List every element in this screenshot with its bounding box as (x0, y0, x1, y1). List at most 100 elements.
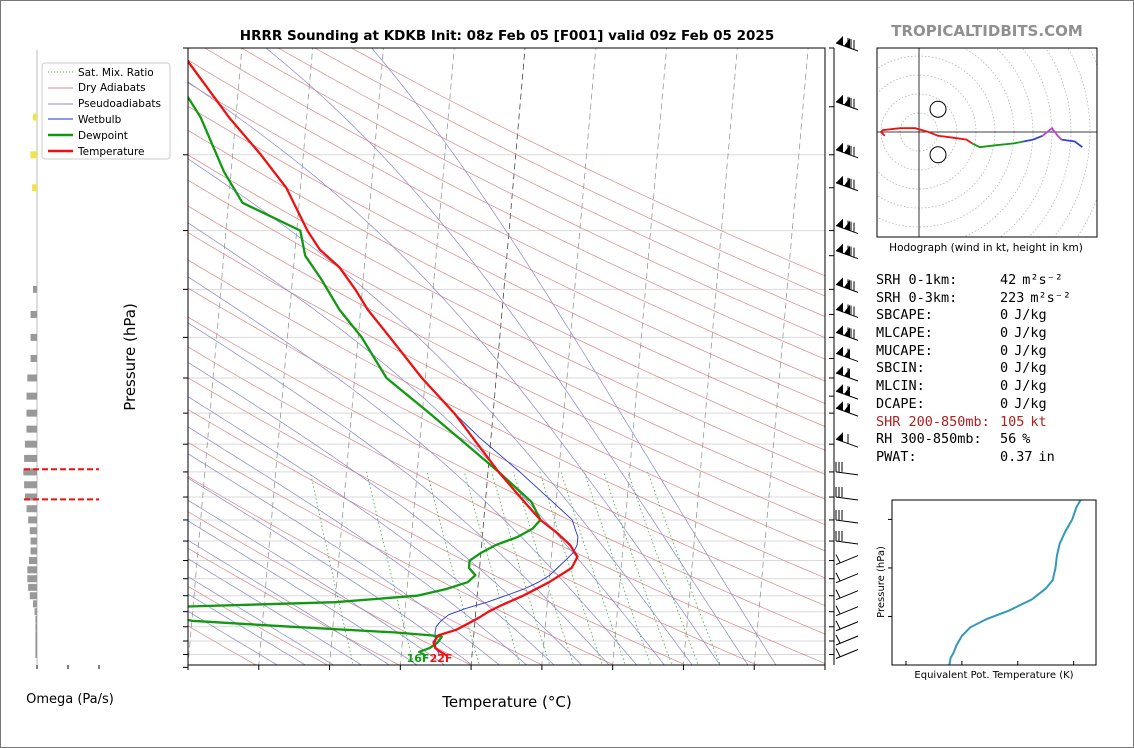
omega-bar (30, 547, 37, 555)
theta-xlabel: Equivalent Pot. Temperature (K) (914, 670, 1073, 681)
stat-unit: J/kg (1014, 342, 1047, 359)
omega-bar (35, 630, 37, 638)
pseudoadiabat (188, 322, 610, 665)
omega-bar (32, 600, 37, 608)
stat-unit: % (1022, 431, 1031, 448)
omega-bar (30, 310, 37, 318)
stat-label: RH 300-850mb: (876, 431, 982, 448)
stat-value: 0 (1000, 307, 1009, 324)
dry-adiabat (188, 154, 825, 475)
wind-barb-shaft (835, 471, 859, 476)
dry-adiabat (277, 48, 825, 317)
legend-entry-temperature: Temperature (77, 146, 145, 158)
wind-barb-flag (836, 365, 843, 376)
mixing-ratio-line (603, 471, 673, 665)
dry-adiabat (241, 48, 825, 339)
mixing-ratio-line (426, 471, 480, 665)
mixing-ratio-line (310, 471, 354, 665)
pseudoadiabat (371, 48, 777, 665)
stat-value: 56 (1000, 431, 1017, 448)
omega-bar (26, 505, 37, 513)
dry-adiabat (188, 547, 400, 665)
stat-value: 0 (1000, 360, 1009, 377)
stat-value: 0 (1000, 395, 1009, 412)
skewt-ylabel: Pressure (hPa) (121, 303, 139, 411)
stat-row: SBCIN: 0 J/kg (876, 360, 1111, 378)
omega-bar (27, 374, 37, 382)
stat-row: MLCAPE: 0 J/kg (876, 325, 1111, 343)
stat-label: PWAT: (876, 448, 917, 465)
stat-label: MLCIN: (876, 378, 925, 395)
dry-adiabat (188, 511, 472, 665)
surface-temperature-label: 22F (430, 652, 453, 665)
pseudoadiabat (188, 539, 390, 665)
omega-panel: Omega (Pa/s) (23, 50, 114, 707)
stat-label: SBCIN: (876, 360, 925, 377)
stat-label: SRH 0-1km: (876, 272, 958, 288)
omega-bar (28, 583, 37, 591)
dry-adiabat (188, 442, 615, 665)
dry-adiabat (188, 346, 825, 664)
stat-unit: J/kg (1014, 395, 1047, 412)
mixing-ratio-line (539, 471, 603, 665)
legend-entry-wetbulb: Wetbulb (78, 114, 122, 126)
mixing-ratio-line (583, 471, 652, 665)
hodograph-trace (879, 127, 973, 145)
stat-row: DCAPE: 0 J/kg (876, 396, 1111, 414)
dry-adiabat (188, 232, 825, 552)
wind-barb-shaft (835, 540, 859, 545)
theta-e-line (948, 500, 1082, 665)
omega-bar (27, 575, 37, 583)
wind-barb-feather (835, 572, 841, 581)
hodograph-trace (1041, 126, 1063, 141)
dry-adiabat (188, 105, 825, 427)
pseudoadiabat (188, 453, 500, 665)
dry-adiabat (188, 259, 825, 579)
dry-adiabat (188, 287, 825, 606)
pseudoadiabat (188, 520, 418, 665)
skewt-plot: Temperature (°C) Pressure (hPa) 16F 22F … (41, 47, 826, 711)
legend-entry-dry: Dry Adiabats (78, 82, 146, 94)
stat-value: 0 (1000, 342, 1009, 359)
legend-entry-moist: Pseudoadiabats (78, 98, 161, 110)
figure-title: HRRR Sounding at KDKB Init: 08z Feb 05 [… (240, 28, 774, 44)
pseudoadiabat (188, 426, 528, 665)
wind-barb-flag (836, 401, 843, 412)
stat-unit: J/kg (1014, 307, 1047, 324)
wind-barb-flag (836, 302, 843, 313)
legend-entry-dewpoint: Dewpoint (78, 130, 128, 142)
omega-bar (24, 481, 37, 489)
pseudoadiabat (188, 558, 363, 665)
isotherm (470, 48, 526, 665)
stat-unit: m²s⁻² (1030, 289, 1072, 306)
stat-label: DCAPE: (876, 395, 925, 412)
isotherm (399, 48, 455, 665)
stat-row: RH 300-850mb: 56% (876, 431, 1111, 449)
isotherm (824, 660, 825, 665)
omega-bar (24, 493, 37, 501)
stat-label: SHR 200-850mb: (876, 413, 990, 430)
wind-barb-shaft (835, 621, 859, 632)
stat-unit: kt (1030, 413, 1047, 430)
mixing-ratio-line (513, 471, 574, 665)
stat-row: MLCIN: 0 J/kg (876, 378, 1111, 396)
omega-bar (28, 516, 37, 524)
pseudoadiabat (188, 361, 583, 665)
legend-entry-mixratio: Sat. Mix. Ratio (78, 67, 154, 79)
wind-barb-flag (836, 432, 843, 443)
stats-panel: SRH 0-1km: 42 m²s⁻² SRH 0-3km: 223 m²s⁻² SBCAP… (876, 272, 1111, 467)
omega-bar (29, 527, 37, 535)
omega-bar (23, 468, 37, 476)
wetbulb-line (354, 289, 579, 657)
wind-barb-shaft (835, 635, 859, 646)
stat-unit: J/kg (1014, 378, 1047, 395)
dry-adiabat (188, 316, 825, 635)
wind-barb-flag (836, 384, 843, 395)
omega-bar (32, 184, 37, 192)
stat-row: MUCAPE: 0 J/kg (876, 343, 1111, 361)
omega-bar (35, 637, 37, 645)
stat-label: MLCAPE: (876, 325, 933, 342)
dry-adiabat (188, 179, 825, 500)
hodograph-trace (1061, 138, 1083, 148)
